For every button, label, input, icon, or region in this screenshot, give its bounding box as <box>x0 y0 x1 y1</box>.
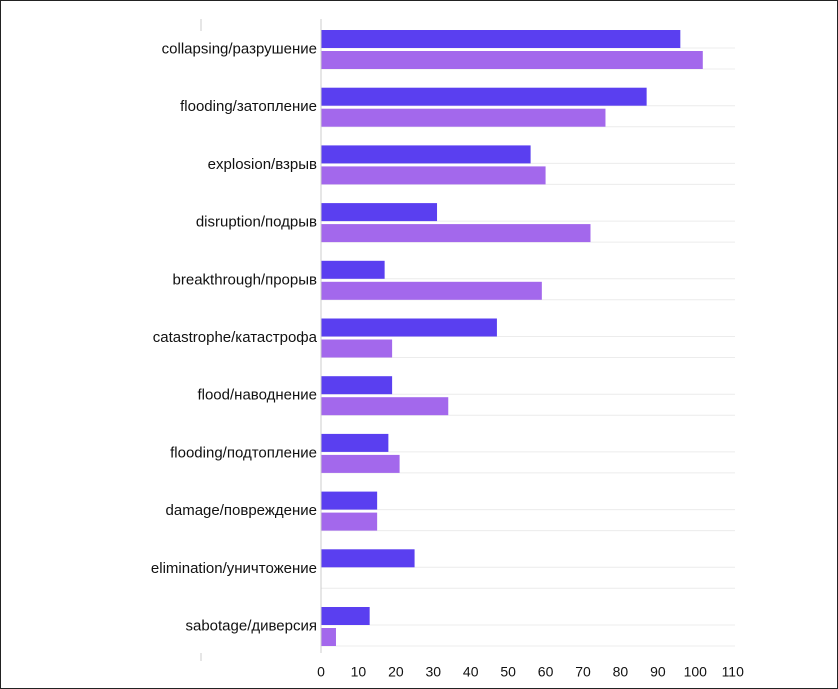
bar-series-2-8 <box>321 512 378 531</box>
x-tick-label: 10 <box>351 664 367 680</box>
bar-series-2-4 <box>321 281 542 300</box>
category-label: damage/повреждение <box>166 502 317 519</box>
category-label: flooding/затопление <box>180 98 317 115</box>
x-tick-label: 0 <box>317 664 325 680</box>
x-tick-label: 50 <box>500 664 516 680</box>
bar-series-1-5 <box>321 318 497 337</box>
x-tick-label: 100 <box>684 664 708 680</box>
category-label: collapsing/разрушение <box>162 40 317 57</box>
bar-series-2-7 <box>321 454 400 473</box>
bar-series-2-10 <box>321 628 336 646</box>
bar-series-1-4 <box>321 260 385 279</box>
category-label: flooding/подтопление <box>170 444 317 461</box>
bar-series-1-8 <box>321 491 378 510</box>
bar-series-1-7 <box>321 433 389 452</box>
bar-series-1-6 <box>321 376 393 395</box>
x-tick-label: 90 <box>650 664 666 680</box>
x-tick-label: 110 <box>722 664 745 680</box>
bar-series-2-5 <box>321 339 393 358</box>
bar-series-2-1 <box>321 108 606 127</box>
axes <box>200 19 322 661</box>
x-tick-label: 80 <box>613 664 629 680</box>
bar-series-2-6 <box>321 397 449 416</box>
category-label: elimination/уничтожение <box>151 560 317 577</box>
x-tick-label: 20 <box>388 664 404 680</box>
bars <box>321 30 703 646</box>
category-label: breakthrough/прорыв <box>173 271 317 288</box>
category-label: sabotage/диверсия <box>185 617 317 634</box>
category-label: flood/наводнение <box>197 387 317 404</box>
bar-series-1-2 <box>321 145 531 164</box>
category-labels: collapsing/разрушение flooding/затопление… <box>151 40 318 634</box>
bar-series-1-3 <box>321 203 438 222</box>
x-tick-labels: 0 10 20 30 40 50 60 70 80 90 100 110 <box>317 664 744 680</box>
category-label: catastrophe/катастрофа <box>153 329 318 346</box>
bar-series-2-0 <box>321 51 703 69</box>
x-tick-label: 70 <box>575 664 591 680</box>
x-tick-label: 30 <box>426 664 442 680</box>
bar-series-1-1 <box>321 87 647 106</box>
bar-series-1-0 <box>321 30 681 48</box>
bar-series-1-10 <box>321 607 370 625</box>
bar-series-1-9 <box>321 549 415 568</box>
category-label: disruption/подрыв <box>196 214 317 231</box>
category-label: explosion/взрыв <box>208 156 317 173</box>
x-tick-label: 40 <box>463 664 479 680</box>
bar-series-2-2 <box>321 166 546 185</box>
x-tick-label: 60 <box>538 664 554 680</box>
bar-series-2-3 <box>321 224 591 243</box>
